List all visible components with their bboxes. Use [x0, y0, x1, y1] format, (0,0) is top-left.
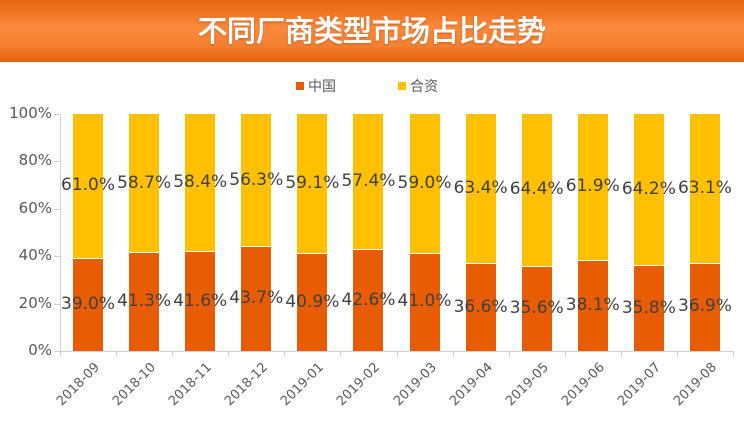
- bar-segment-china[interactable]: [690, 263, 720, 351]
- legend-swatch-jv-icon: [398, 82, 406, 90]
- data-label-china: 39.0%: [61, 293, 116, 314]
- data-label-china: 40.9%: [285, 291, 340, 312]
- x-tick-label: 2019-01: [278, 360, 328, 410]
- x-tick-label: 2019-08: [670, 360, 720, 410]
- bar-segment-jv[interactable]: [410, 114, 440, 253]
- x-tick: [340, 351, 341, 357]
- data-label-china: 36.9%: [677, 296, 732, 317]
- y-tick-label: 20%: [18, 294, 52, 312]
- title-banner: 不同厂商类型市场占比走势: [0, 0, 744, 62]
- legend-label: 中国: [308, 79, 336, 95]
- y-tick-label: 80%: [18, 151, 52, 169]
- chart-title: 不同厂商类型市场占比走势: [197, 14, 546, 48]
- data-label-china: 43.7%: [229, 288, 284, 309]
- x-tick: [60, 351, 61, 357]
- x-tick: [565, 351, 566, 357]
- data-label-china: 42.6%: [341, 289, 396, 310]
- legend-item-jv: 合资: [398, 76, 438, 96]
- x-tick: [228, 351, 229, 357]
- bar-segment-china[interactable]: [466, 264, 496, 351]
- legend-swatch-china-icon: [296, 82, 304, 90]
- x-tick: [397, 351, 398, 357]
- x-tick-label: 2019-02: [334, 360, 384, 410]
- bar-segment-china[interactable]: [129, 253, 159, 351]
- y-axis-line: [60, 114, 61, 352]
- bar-segment-china[interactable]: [522, 266, 552, 351]
- x-tick: [677, 351, 678, 357]
- bar-segment-china[interactable]: [297, 254, 327, 351]
- x-tick-label: 2018-09: [53, 360, 103, 410]
- x-tick-label: 2018-11: [166, 360, 216, 410]
- data-label-china: 41.0%: [397, 291, 452, 312]
- bar-segment-china[interactable]: [241, 247, 271, 351]
- x-tick: [116, 351, 117, 357]
- y-tick: [54, 161, 60, 162]
- data-label-jv: 56.3%: [229, 169, 284, 190]
- data-label-jv: 59.1%: [285, 173, 340, 193]
- data-label-china: 38.1%: [565, 294, 620, 315]
- bar-segment-china[interactable]: [185, 252, 215, 351]
- x-tick: [172, 351, 173, 357]
- data-label-jv: 61.0%: [61, 175, 116, 196]
- data-label-jv: 58.4%: [173, 172, 228, 193]
- y-tick: [54, 351, 60, 352]
- bar-segment-jv[interactable]: [522, 114, 552, 266]
- bar-segment-jv[interactable]: [297, 114, 327, 254]
- bar-segment-china[interactable]: [353, 250, 383, 351]
- bar-segment-jv[interactable]: [185, 114, 215, 252]
- y-tick-label: 60%: [18, 199, 52, 217]
- y-tick: [54, 114, 60, 115]
- bar-segment-jv[interactable]: [578, 114, 608, 260]
- x-tick-label: 2019-06: [558, 360, 608, 410]
- bar-segment-jv[interactable]: [353, 114, 383, 249]
- x-tick: [621, 351, 622, 357]
- data-label-china: 41.6%: [173, 290, 228, 311]
- x-tick: [733, 351, 734, 357]
- bar-segment-jv[interactable]: [690, 114, 720, 263]
- data-label-jv: 63.4%: [453, 178, 508, 199]
- y-tick: [54, 209, 60, 210]
- y-tick: [54, 304, 60, 305]
- x-tick: [453, 351, 454, 357]
- legend-label: 合资: [410, 79, 438, 95]
- data-label-jv: 61.9%: [565, 176, 620, 197]
- data-label-jv: 64.4%: [509, 179, 564, 200]
- data-label-jv: 63.1%: [677, 177, 732, 198]
- data-label-jv: 57.4%: [341, 171, 396, 191]
- x-tick-label: 2019-07: [614, 360, 664, 410]
- y-tick-label: 40%: [18, 246, 52, 264]
- y-tick-label: 100%: [9, 104, 52, 122]
- bar-segment-china[interactable]: [634, 266, 664, 351]
- legend: 中国 合资: [0, 76, 744, 96]
- y-tick: [54, 256, 60, 257]
- x-tick-label: 2018-10: [110, 360, 160, 410]
- data-label-jv: 64.2%: [621, 179, 676, 200]
- bar-segment-jv[interactable]: [73, 114, 103, 258]
- data-label-jv: 58.7%: [117, 172, 172, 193]
- x-tick: [509, 351, 510, 357]
- x-tick: [284, 351, 285, 357]
- bar-segment-china[interactable]: [410, 253, 440, 351]
- bar-segment-jv[interactable]: [466, 114, 496, 264]
- data-label-china: 41.3%: [117, 291, 172, 312]
- data-label-china: 36.6%: [453, 296, 508, 317]
- x-tick-label: 2018-12: [222, 360, 272, 410]
- data-label-china: 35.6%: [509, 297, 564, 318]
- x-tick-label: 2019-04: [446, 360, 496, 410]
- bar-segment-china[interactable]: [73, 258, 103, 351]
- bar-segment-jv[interactable]: [129, 114, 159, 253]
- x-axis-line: [54, 351, 734, 352]
- data-label-jv: 59.0%: [397, 172, 452, 193]
- bar-segment-jv[interactable]: [634, 114, 664, 266]
- bar-segment-jv[interactable]: [241, 114, 271, 247]
- x-tick-label: 2019-05: [502, 360, 552, 410]
- x-tick-label: 2019-03: [390, 360, 440, 410]
- bar-segment-china[interactable]: [578, 260, 608, 351]
- data-label-china: 35.8%: [621, 297, 676, 318]
- legend-item-china: 中国: [296, 76, 336, 96]
- y-tick-label: 0%: [28, 341, 52, 359]
